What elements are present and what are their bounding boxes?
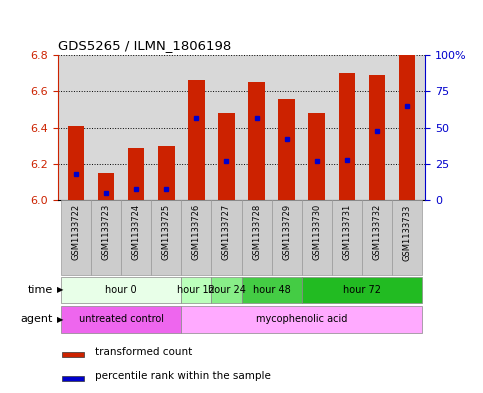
Bar [302,200,332,275]
Bar [369,75,385,200]
Bar [62,376,84,381]
Bar [242,200,271,275]
Text: GSM1133727: GSM1133727 [222,204,231,261]
Text: hour 48: hour 48 [253,285,290,295]
Bar [248,82,265,200]
Bar [61,306,181,332]
Text: GSM1133730: GSM1133730 [312,204,321,261]
Bar [181,200,212,275]
Bar [61,277,181,303]
Text: GSM1133725: GSM1133725 [162,204,171,260]
Bar [128,148,144,200]
Text: ▶: ▶ [57,315,63,324]
Text: transformed count: transformed count [95,347,192,358]
Text: agent: agent [21,314,53,324]
Text: untreated control: untreated control [79,314,164,324]
Text: ▶: ▶ [57,285,63,294]
Bar [158,146,174,200]
Bar [151,200,181,275]
Text: mycophenolic acid: mycophenolic acid [256,314,347,324]
Bar [218,113,235,200]
Text: GSM1133726: GSM1133726 [192,204,201,261]
Bar [62,352,84,357]
Text: GSM1133722: GSM1133722 [71,204,81,260]
Text: GSM1133724: GSM1133724 [132,204,141,260]
Bar [362,200,392,275]
Text: GDS5265 / ILMN_1806198: GDS5265 / ILMN_1806198 [58,39,231,52]
Bar [302,277,422,303]
Bar [392,200,422,275]
Text: hour 72: hour 72 [343,285,381,295]
Bar [212,277,242,303]
Text: GSM1133733: GSM1133733 [402,204,412,261]
Bar [242,277,302,303]
Bar [188,81,205,200]
Text: GSM1133731: GSM1133731 [342,204,351,261]
Bar [332,200,362,275]
Bar [339,73,355,200]
Bar [181,306,422,332]
Bar [98,173,114,200]
Text: GSM1133728: GSM1133728 [252,204,261,261]
Text: percentile rank within the sample: percentile rank within the sample [95,371,270,381]
Bar [271,200,302,275]
Text: GSM1133723: GSM1133723 [101,204,111,261]
Bar [309,113,325,200]
Bar [61,200,91,275]
Text: hour 12: hour 12 [177,285,215,295]
Text: time: time [28,285,53,295]
Bar [91,200,121,275]
Bar [121,200,151,275]
Text: GSM1133732: GSM1133732 [372,204,382,261]
Bar [398,55,415,200]
Bar [181,277,212,303]
Bar [212,200,242,275]
Bar [278,99,295,200]
Text: GSM1133729: GSM1133729 [282,204,291,260]
Text: hour 0: hour 0 [105,285,137,295]
Bar [68,126,85,200]
Text: hour 24: hour 24 [208,285,245,295]
